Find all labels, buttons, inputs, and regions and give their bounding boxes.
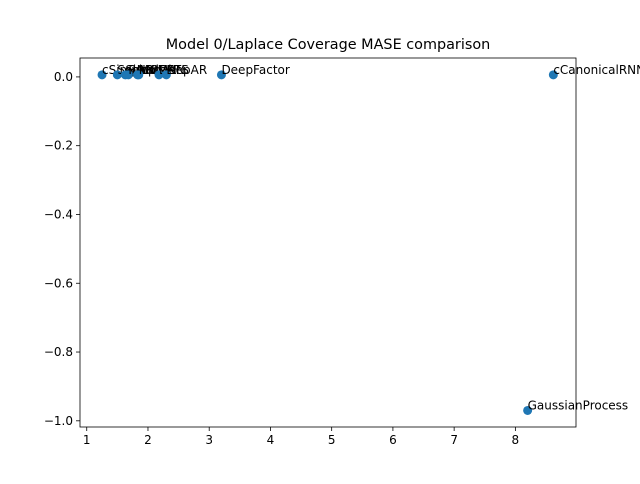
point-label: DeepAR	[159, 63, 207, 77]
data-point	[154, 70, 164, 80]
data-point	[548, 70, 558, 80]
chart-title: Model 0/Laplace Coverage MASE comparison	[166, 37, 491, 53]
data-point	[523, 405, 533, 415]
x-tick-label: 6	[389, 433, 397, 447]
y-tick-label: −1.0	[44, 414, 73, 428]
data-point	[216, 70, 226, 80]
data-point	[161, 70, 171, 80]
point-label: MQCNN	[139, 63, 185, 77]
y-tick-label: −0.6	[44, 276, 73, 290]
x-tick-label: 1	[83, 433, 91, 447]
point-label: GaussianProcess	[528, 398, 629, 412]
point-label: DeepFactor	[221, 63, 289, 77]
plot-frame	[79, 57, 577, 428]
data-point	[112, 70, 122, 80]
y-tick-label: −0.4	[44, 207, 73, 221]
x-tick-label: 3	[205, 433, 213, 447]
data-point	[134, 70, 144, 80]
data-point	[123, 70, 133, 80]
x-tick-label: 2	[144, 433, 152, 447]
x-tick-label: 7	[450, 433, 458, 447]
data-point	[97, 70, 107, 80]
point-label: ETS	[166, 63, 189, 77]
plot-area: 1 2 3 4 5 6 7 80.0−0.2−0.4−0.6−0.8−1.0cSimpleSe…	[44, 57, 640, 447]
y-tick-label: −0.2	[44, 139, 73, 153]
x-tick-label: 8	[512, 433, 520, 447]
x-tick-label: 5	[328, 433, 336, 447]
x-tick-label: 4	[267, 433, 275, 447]
y-tick-label: −0.8	[44, 345, 73, 359]
y-tick-label: 0.0	[54, 70, 73, 84]
point-label: cCanonicalRNN	[553, 63, 640, 77]
